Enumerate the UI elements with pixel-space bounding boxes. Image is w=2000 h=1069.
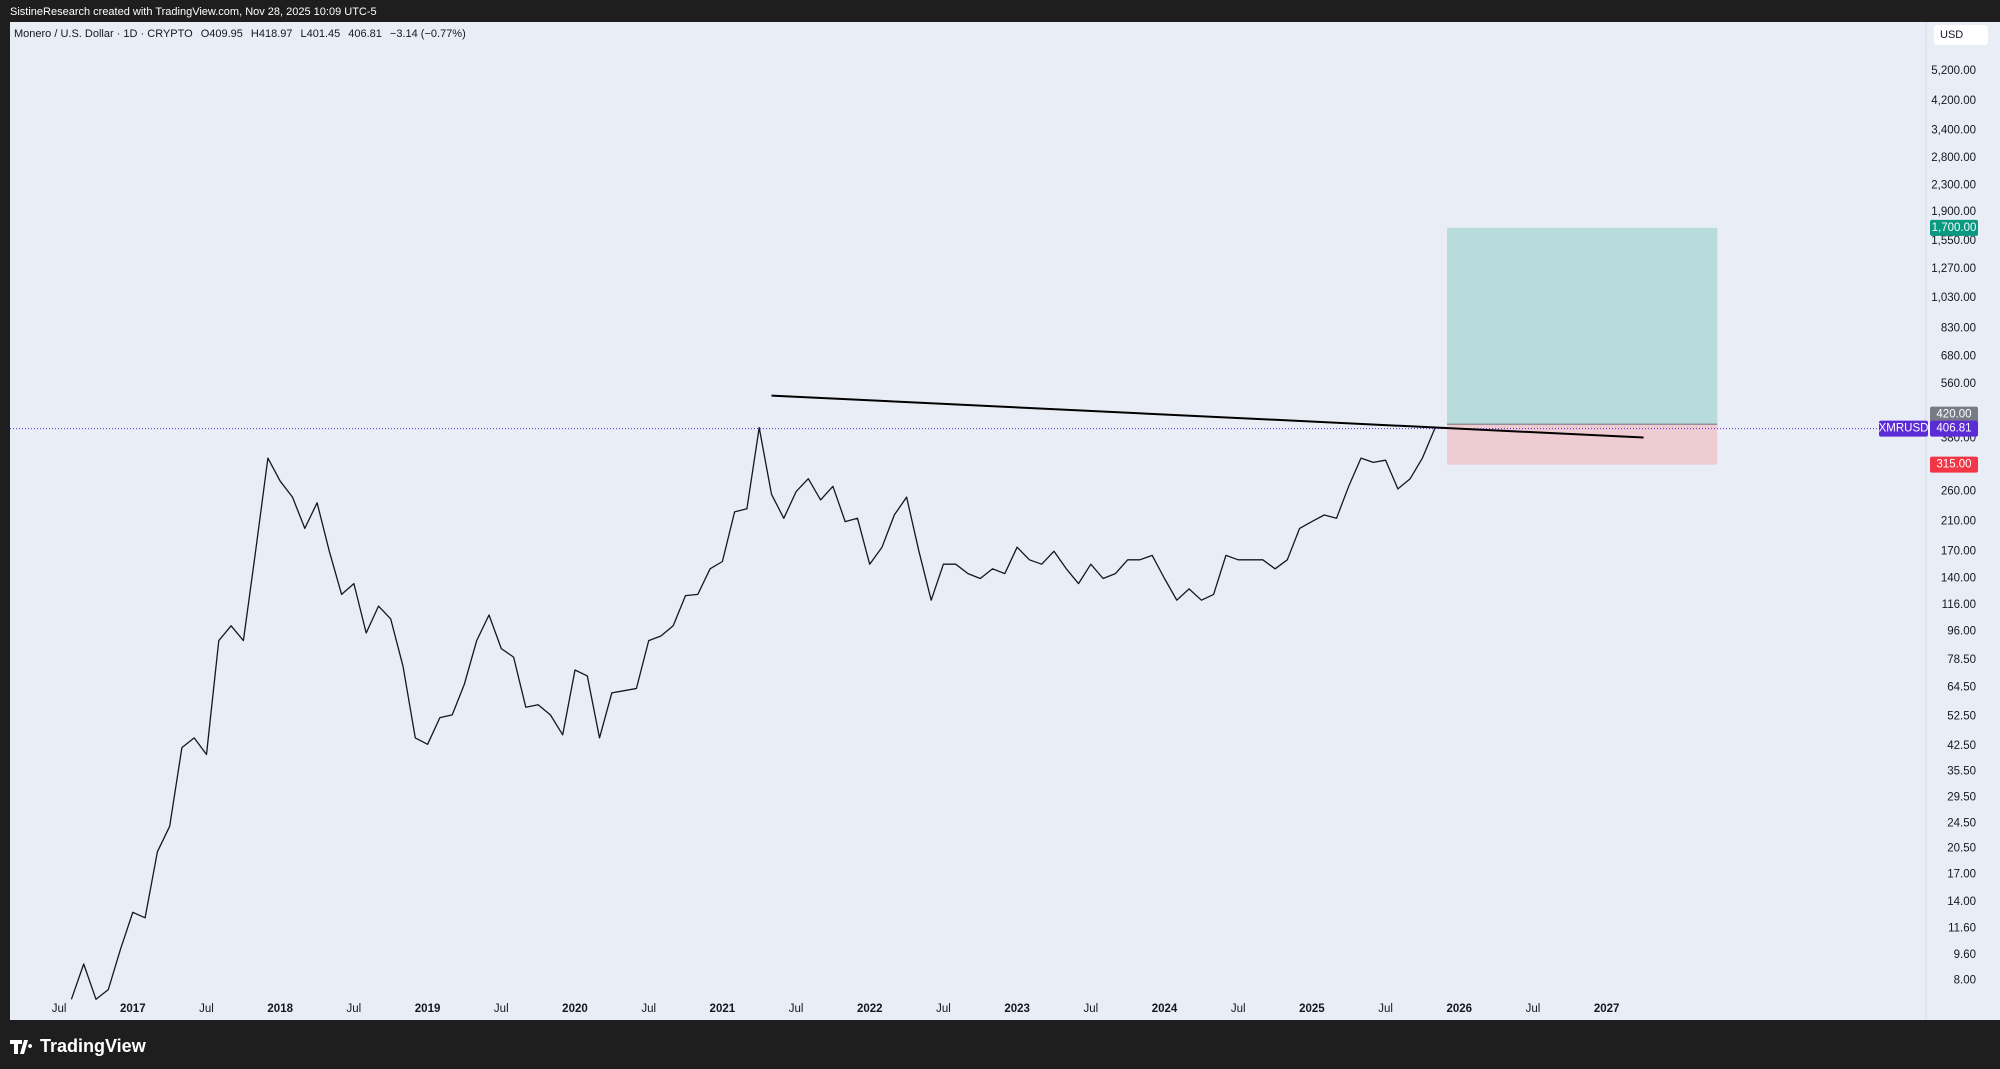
x-tick-label: Jul — [494, 1003, 509, 1015]
symbol-label: XMRUSD — [1879, 423, 1929, 435]
legend-change: −3.14 (−0.77%) — [390, 28, 466, 40]
x-tick-label: 2018 — [267, 1003, 293, 1015]
last-price-label-box — [1930, 420, 1978, 437]
legend-close: 406.81 — [348, 28, 382, 40]
x-tick-label: 2022 — [857, 1003, 883, 1015]
x-tick-label: Jul — [199, 1003, 214, 1015]
y-tick-label: 5,200.00 — [1931, 65, 1976, 77]
y-tick-label: 2,800.00 — [1931, 152, 1976, 164]
legend: Monero / U.S. Dollar · 1D · CRYPTO O409.9… — [14, 28, 466, 40]
y-tick-label: 260.00 — [1941, 486, 1976, 498]
price-line — [70, 426, 1436, 1000]
y-tick-label: 116.00 — [1942, 599, 1976, 611]
legend-low: L401.45 — [301, 28, 341, 40]
y-tick-label: 35.50 — [1947, 765, 1976, 777]
y-tick-label: 8.00 — [1954, 975, 1976, 987]
y-tick-label: 9.60 — [1954, 949, 1976, 961]
y-tick-label: 96.00 — [1947, 626, 1976, 638]
y-tick-label: 24.50 — [1947, 817, 1976, 829]
y-tick-label: 1,030.00 — [1931, 292, 1976, 304]
y-tick-label: 1,900.00 — [1931, 206, 1976, 218]
y-tick-label: 78.50 — [1947, 654, 1976, 666]
brand-logo — [10, 1040, 33, 1054]
y-tick-label: 680.00 — [1941, 351, 1976, 363]
target-label: 1,700.00 — [1932, 222, 1977, 234]
y-tick-label: 4,200.00 — [1931, 95, 1976, 107]
y-tick-label: 560.00 — [1941, 378, 1976, 390]
x-tick-label: 2020 — [562, 1003, 588, 1015]
x-tick-label: 2027 — [1594, 1003, 1620, 1015]
x-tick-label: Jul — [1526, 1003, 1541, 1015]
currency: USD — [1940, 29, 1963, 41]
y-tick-label: 20.50 — [1947, 842, 1976, 854]
y-tick-label: 2,300.00 — [1931, 179, 1976, 191]
y-tick-label: 210.00 — [1941, 516, 1976, 528]
y-tick-label: 3,400.00 — [1931, 125, 1976, 137]
entry-label-box — [1930, 406, 1978, 423]
x-tick-label: 2025 — [1299, 1003, 1325, 1015]
legend-symbol: Monero / U.S. Dollar · 1D · CRYPTO — [14, 28, 193, 40]
x-tick-label: Jul — [52, 1003, 67, 1015]
x-tick-label: 2017 — [120, 1003, 146, 1015]
chart-area — [10, 22, 2000, 1020]
stop-label: 315.00 — [1936, 459, 1971, 471]
x-tick-label: 2023 — [1004, 1003, 1030, 1015]
target-zone — [1447, 227, 1718, 425]
x-tick-label: 2026 — [1446, 1003, 1472, 1015]
symbol-label-box — [1879, 420, 1928, 437]
y-tick-label: 64.50 — [1947, 681, 1976, 693]
x-tick-label: Jul — [1083, 1003, 1098, 1015]
entry-label: 420.00 — [1936, 409, 1971, 421]
x-tick-label: Jul — [1378, 1003, 1393, 1015]
last-price-label: 406.81 — [1936, 423, 1971, 435]
legend-high: H418.97 — [251, 28, 293, 40]
y-tick-label: 42.50 — [1947, 740, 1976, 752]
x-tick-label: 2024 — [1152, 1003, 1178, 1015]
y-tick-label: 29.50 — [1947, 791, 1976, 803]
brand: TradingView — [40, 1036, 147, 1056]
y-tick-label: 11.60 — [1948, 922, 1976, 934]
trendline — [771, 394, 1644, 439]
y-tick-label: 14.00 — [1947, 896, 1976, 908]
currency-box — [1934, 25, 1988, 45]
x-tick-label: Jul — [347, 1003, 362, 1015]
x-tick-label: Jul — [641, 1003, 656, 1015]
y-tick-label: 140.00 — [1941, 573, 1976, 585]
y-tick-label: 52.50 — [1947, 710, 1976, 722]
y-tick-label: 170.00 — [1941, 545, 1976, 557]
y-tick-label: 17.00 — [1947, 869, 1976, 881]
x-tick-label: Jul — [1231, 1003, 1246, 1015]
x-tick-label: 2019 — [415, 1003, 441, 1015]
x-tick-label: Jul — [789, 1003, 804, 1015]
stop-label-box — [1930, 456, 1978, 473]
target-label-box — [1930, 219, 1978, 236]
x-tick-label: Jul — [936, 1003, 951, 1015]
caption: SistineResearch created with TradingView… — [10, 6, 377, 18]
y-tick-label: 830.00 — [1941, 323, 1976, 335]
y-tick-label: 1,270.00 — [1931, 263, 1976, 275]
x-tick-label: 2021 — [710, 1003, 736, 1015]
legend-open: O409.95 — [201, 28, 243, 40]
y-tick-label: 1,550.00 — [1931, 235, 1976, 247]
